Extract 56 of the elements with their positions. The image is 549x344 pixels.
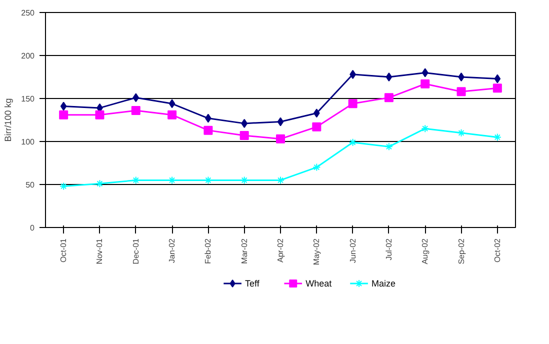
point — [240, 130, 249, 140]
x-tick-label: Dec-01 — [131, 238, 140, 264]
point — [312, 122, 322, 132]
legend-label: Maize — [372, 278, 396, 288]
point — [384, 93, 394, 102]
y-tick-label: 250 — [21, 8, 36, 18]
x-tick-label: May-02 — [312, 238, 322, 266]
point — [277, 117, 284, 126]
point — [494, 74, 501, 84]
point — [313, 108, 320, 118]
point — [458, 72, 464, 82]
x-tick-label: Jun-02 — [348, 238, 358, 263]
y-axis-title: Birr/100 kg — [3, 98, 14, 142]
point — [132, 93, 140, 102]
point — [492, 84, 502, 93]
y-tick-label: 100 — [21, 138, 36, 146]
point — [348, 138, 357, 146]
x-tick-label: Jul-02 — [384, 238, 394, 260]
point — [348, 99, 358, 108]
y-tick-label: 200 — [21, 52, 36, 60]
point — [386, 72, 392, 82]
point — [276, 176, 284, 184]
x-tick-label: Jan-02 — [168, 238, 177, 263]
x-tick-label: Apr-02 — [276, 238, 285, 263]
x-tick-label: Nov-01 — [95, 238, 104, 264]
y-tick-label: 50 — [26, 180, 36, 190]
point — [168, 99, 176, 108]
x-tick-label: Sep-02 — [456, 238, 466, 264]
point — [60, 102, 67, 111]
point — [95, 110, 104, 120]
x-tick-label: Oct-02 — [492, 238, 502, 263]
point — [60, 182, 68, 190]
point — [457, 128, 466, 137]
point — [456, 87, 466, 96]
x-tick-label: Aug-02 — [420, 238, 430, 264]
y-tick-label: 0 — [30, 224, 36, 232]
point — [131, 106, 140, 116]
point — [96, 180, 104, 188]
y-tick-label: 150 — [21, 94, 36, 104]
point — [384, 142, 393, 151]
point — [204, 126, 213, 135]
point — [168, 110, 177, 120]
point — [422, 68, 428, 78]
x-tick-label: Oct-01 — [59, 238, 68, 263]
x-tick-label: Feb-02 — [204, 238, 213, 264]
point — [59, 110, 68, 120]
point — [493, 133, 502, 142]
point — [421, 124, 430, 133]
point — [420, 79, 430, 88]
x-tick-label: Mar-02 — [240, 238, 249, 264]
legend-label: Wheat — [306, 278, 332, 288]
point — [132, 176, 140, 184]
legend-label: Teff — [245, 278, 260, 288]
point — [241, 118, 248, 128]
point — [276, 134, 285, 144]
point — [312, 163, 321, 172]
